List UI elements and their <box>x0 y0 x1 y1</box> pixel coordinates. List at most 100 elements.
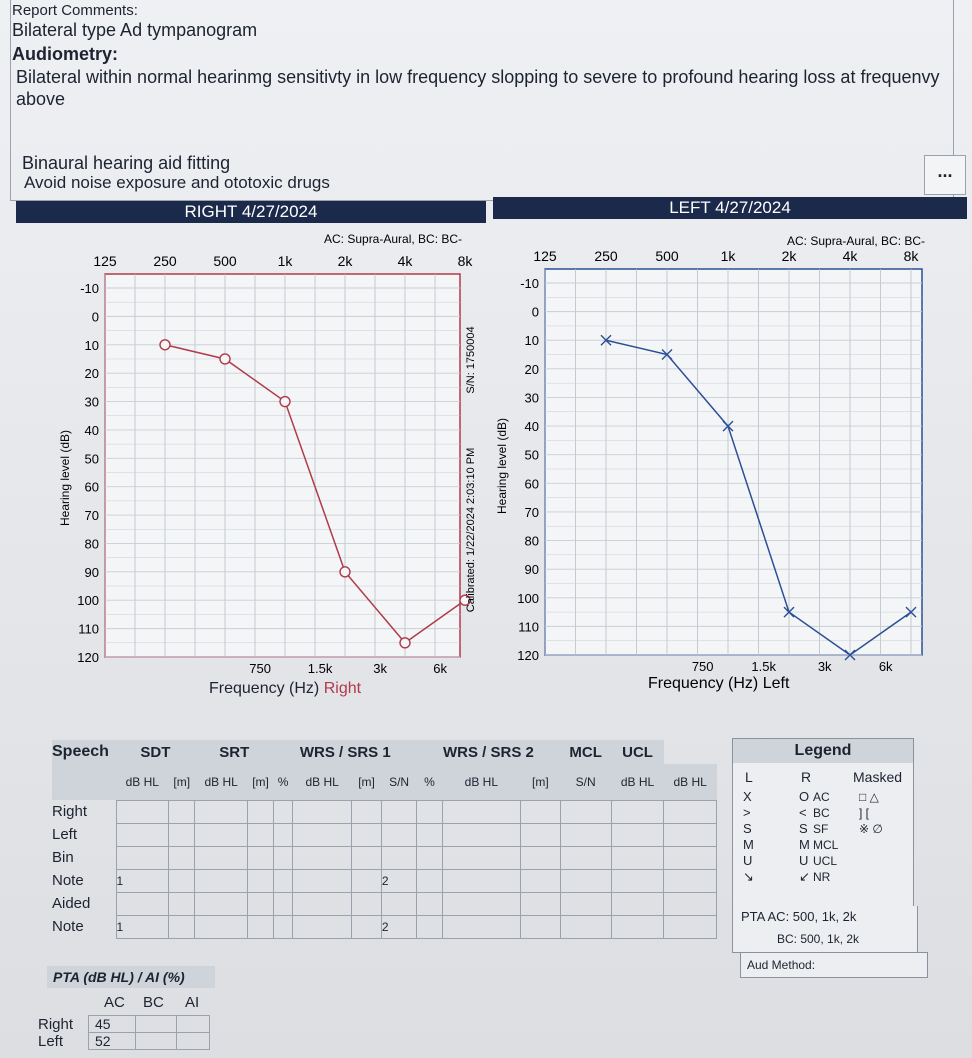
speech-row: Bin <box>52 845 717 870</box>
speech-cell[interactable] <box>663 822 717 847</box>
speech-cell[interactable] <box>115 822 170 847</box>
speech-cell[interactable] <box>246 868 275 893</box>
speech-cell[interactable] <box>273 799 294 824</box>
speech-cell[interactable] <box>351 799 382 824</box>
speech-cell[interactable] <box>520 868 561 893</box>
speech-cell[interactable] <box>351 891 382 916</box>
speech-cell[interactable] <box>559 822 612 847</box>
speech-cell[interactable] <box>559 891 612 916</box>
speech-cell[interactable] <box>441 868 522 893</box>
speech-cell[interactable] <box>559 914 612 939</box>
speech-cell[interactable]: 1 <box>115 914 170 939</box>
legend-row: S S SF ※ ∅ <box>743 821 883 836</box>
speech-cell[interactable] <box>610 868 665 893</box>
speech-cell[interactable] <box>610 914 665 939</box>
speech-cell[interactable] <box>520 822 561 847</box>
legend-pta-bc: BC: 500, 1k, 2k <box>777 932 860 946</box>
speech-cell[interactable] <box>246 914 275 939</box>
speech-cell[interactable] <box>246 822 275 847</box>
speech-cell[interactable] <box>663 914 717 939</box>
r-freq-top-label: 250 <box>153 253 177 269</box>
speech-cell[interactable] <box>115 891 170 916</box>
speech-cell[interactable] <box>559 799 612 824</box>
l-y-label: 80 <box>525 534 539 549</box>
l-freq-bottom-label: 750 <box>692 659 714 674</box>
speech-cell[interactable]: 2 <box>380 914 418 939</box>
speech-cell[interactable] <box>168 914 196 939</box>
speech-cell[interactable] <box>416 822 443 847</box>
speech-cell[interactable] <box>351 914 382 939</box>
speech-cell[interactable] <box>520 799 561 824</box>
legend-row: ↘ ↙ NR <box>743 869 831 884</box>
speech-cell[interactable]: 1 <box>115 868 170 893</box>
speech-cell[interactable] <box>520 914 561 939</box>
speech-cell[interactable] <box>610 799 665 824</box>
speech-cell[interactable] <box>246 891 275 916</box>
speech-cell[interactable] <box>273 868 294 893</box>
speech-cell[interactable] <box>380 799 418 824</box>
speech-cell[interactable] <box>520 891 561 916</box>
left-audiogram: AC: Supra-Aural, BC: BC- 125 250 500 1k 2k 4k… <box>495 234 925 692</box>
speech-cell[interactable] <box>610 822 665 847</box>
r-freq-top-label: 1k <box>278 253 294 269</box>
speech-cell[interactable] <box>610 845 665 870</box>
speech-cell[interactable] <box>168 891 196 916</box>
speech-cell[interactable] <box>416 845 443 870</box>
speech-cell[interactable] <box>246 799 275 824</box>
speech-cell[interactable] <box>559 845 612 870</box>
speech-cell[interactable] <box>441 822 522 847</box>
speech-cell[interactable] <box>441 914 522 939</box>
speech-cell[interactable] <box>351 868 382 893</box>
speech-cell[interactable] <box>194 822 248 847</box>
r-freq-top-label: 500 <box>213 253 237 269</box>
speech-cell[interactable] <box>292 845 353 870</box>
speech-cell[interactable] <box>380 822 418 847</box>
speech-cell[interactable] <box>115 799 170 824</box>
speech-cell[interactable] <box>168 799 196 824</box>
legend-pta-box: PTA AC: 500, 1k, 2k BC: 500, 1k, 2k <box>732 906 918 953</box>
speech-cell[interactable] <box>168 868 196 893</box>
speech-cell[interactable] <box>351 822 382 847</box>
speech-cell[interactable] <box>292 891 353 916</box>
speech-cell[interactable] <box>292 822 353 847</box>
speech-cell[interactable] <box>441 891 522 916</box>
speech-cell[interactable] <box>416 868 443 893</box>
more-options-button[interactable]: ... <box>924 155 966 195</box>
speech-cell[interactable] <box>168 822 196 847</box>
speech-row-label: Right <box>52 803 88 820</box>
speech-cell[interactable] <box>292 868 353 893</box>
speech-cell[interactable] <box>520 845 561 870</box>
speech-cell[interactable] <box>246 845 275 870</box>
speech-cell[interactable] <box>663 799 717 824</box>
speech-cell[interactable] <box>168 845 196 870</box>
speech-cell[interactable] <box>559 868 612 893</box>
speech-cell[interactable] <box>194 799 248 824</box>
speech-cell[interactable] <box>194 845 248 870</box>
speech-cell[interactable] <box>416 891 443 916</box>
speech-cell[interactable] <box>351 845 382 870</box>
speech-cell[interactable] <box>610 891 665 916</box>
right-grid <box>104 273 461 658</box>
speech-cell[interactable] <box>273 891 294 916</box>
speech-cell[interactable] <box>194 914 248 939</box>
speech-cell[interactable] <box>292 799 353 824</box>
r-y-label: 60 <box>85 480 99 495</box>
speech-cell[interactable] <box>441 799 522 824</box>
right-ac-point <box>159 339 171 351</box>
speech-cell[interactable] <box>380 891 418 916</box>
speech-cell[interactable] <box>194 891 248 916</box>
speech-cell[interactable] <box>273 822 294 847</box>
speech-cell[interactable] <box>663 868 717 893</box>
speech-cell[interactable]: 2 <box>380 868 418 893</box>
speech-cell[interactable] <box>115 845 170 870</box>
speech-cell[interactable] <box>416 914 443 939</box>
speech-cell[interactable] <box>441 845 522 870</box>
speech-cell[interactable] <box>292 914 353 939</box>
speech-cell[interactable] <box>416 799 443 824</box>
speech-cell[interactable] <box>273 914 294 939</box>
speech-cell[interactable] <box>663 845 717 870</box>
speech-cell[interactable] <box>273 845 294 870</box>
speech-cell[interactable] <box>380 845 418 870</box>
speech-cell[interactable] <box>663 891 717 916</box>
speech-cell[interactable] <box>194 868 248 893</box>
